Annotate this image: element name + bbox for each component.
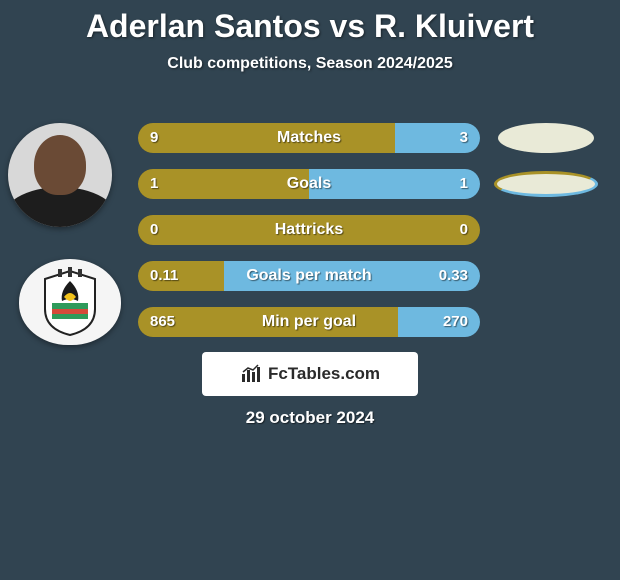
stat-row: 93Matches (138, 123, 480, 153)
stat-label: Goals (138, 169, 480, 199)
indicator-ellipse (498, 123, 594, 153)
stat-row: 11Goals (138, 169, 480, 199)
ellipse-slot (492, 123, 600, 153)
stat-label: Hattricks (138, 215, 480, 245)
stat-label: Goals per match (138, 261, 480, 291)
ellipse-slot (492, 307, 600, 337)
ellipse-slot (492, 169, 600, 199)
watermark-text: FcTables.com (268, 364, 380, 384)
ellipse-column (492, 123, 600, 353)
stat-label: Matches (138, 123, 480, 153)
player-avatar (8, 123, 112, 227)
stats-rows: 93Matches 11Goals 00Hattricks 0.110.33Goals… (138, 123, 480, 353)
stat-row: 0.110.33Goals per match (138, 261, 480, 291)
comparison-title: Aderlan Santos vs R. Kluivert (0, 0, 620, 45)
ellipse-slot (492, 261, 600, 291)
comparison-date: 29 october 2024 (0, 408, 620, 428)
comparison-subtitle: Club competitions, Season 2024/2025 (0, 55, 620, 73)
ellipse-slot (492, 215, 600, 245)
stat-row: 00Hattricks (138, 215, 480, 245)
stat-row: 865270Min per goal (138, 307, 480, 337)
stat-label: Min per goal (138, 307, 480, 337)
indicator-ellipse (494, 171, 598, 197)
watermark: FcTables.com (202, 352, 418, 396)
club-crest (19, 259, 121, 345)
chart-icon (240, 364, 264, 384)
